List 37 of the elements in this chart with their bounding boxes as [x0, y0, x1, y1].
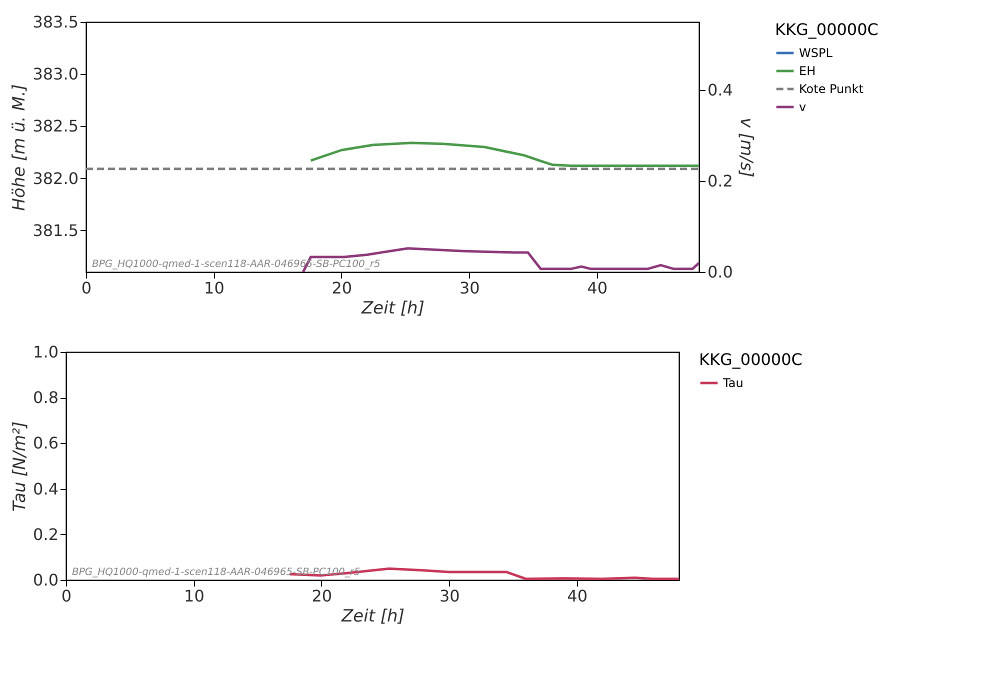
- line-series: [310, 142, 699, 167]
- y-tick-label: 1.0: [33, 342, 58, 362]
- x-tick-label: 0: [61, 586, 72, 606]
- x-tick-label: 10: [204, 278, 224, 298]
- y2-tick-label: 0.2: [708, 172, 733, 191]
- y-tick-label: 383.5: [32, 12, 78, 32]
- y-tick-label: 0.0: [33, 570, 58, 590]
- legend-label: Tau: [722, 376, 744, 390]
- x-tick-label: 0: [81, 278, 92, 298]
- x-tick-label: 30: [459, 278, 480, 298]
- x-axis-title: Zeit [h]: [360, 298, 424, 318]
- x-tick-label: 40: [567, 586, 588, 606]
- y2-tick-label: 0.4: [708, 80, 733, 100]
- x-tick-label: 40: [587, 278, 608, 298]
- x-tick-label: 30: [439, 586, 460, 606]
- legend-title: KKG_00000C: [775, 20, 878, 39]
- legend-label: EH: [799, 64, 816, 78]
- y2-tick-label: 0.0: [708, 262, 733, 282]
- y-tick-label: 0.8: [33, 388, 58, 408]
- y-tick-label: 0.4: [33, 479, 58, 498]
- legend-label: Kote Punkt: [799, 82, 864, 96]
- y-tick-label: 0.6: [33, 434, 58, 453]
- y-tick-label: 0.2: [33, 524, 58, 544]
- x-tick-label: 20: [332, 278, 352, 298]
- y-axis-title: Höhe [m ü. M.]: [10, 84, 30, 211]
- x-tick-label: 20: [312, 586, 332, 606]
- y-tick-label: 382.0: [32, 168, 78, 188]
- x-axis-title: Zeit [h]: [340, 606, 404, 626]
- legend-label: v: [799, 100, 806, 114]
- legend-label: WSPL: [799, 46, 833, 60]
- x-tick-label: 10: [184, 586, 204, 606]
- y-tick-label: 383.0: [32, 64, 78, 84]
- y2-axis-title: v [m/s]: [736, 118, 756, 178]
- legend-title: KKG_00000C: [699, 350, 802, 369]
- y-tick-label: 381.5: [32, 220, 78, 240]
- y-axis-title: Tau [N/m²]: [10, 421, 30, 512]
- y-tick-label: 382.5: [32, 116, 78, 136]
